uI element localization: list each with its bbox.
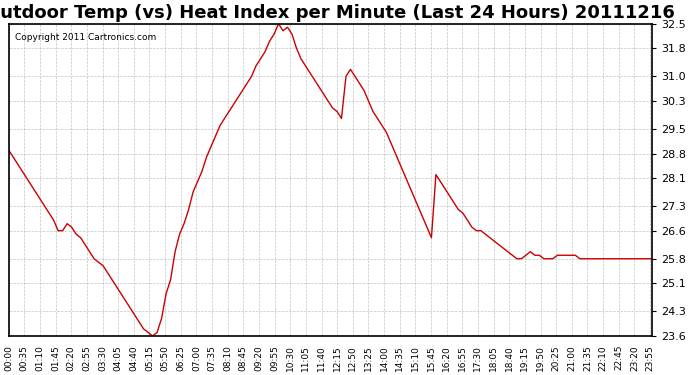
Text: Copyright 2011 Cartronics.com: Copyright 2011 Cartronics.com: [15, 33, 157, 42]
Title: Outdoor Temp (vs) Heat Index per Minute (Last 24 Hours) 20111216: Outdoor Temp (vs) Heat Index per Minute …: [0, 4, 676, 22]
